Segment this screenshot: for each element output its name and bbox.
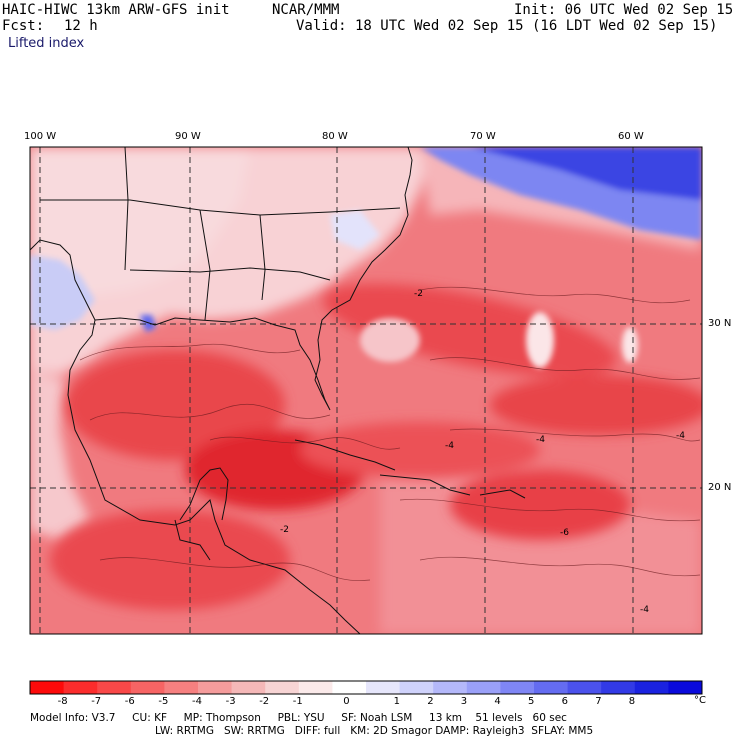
lon-label: 60 W bbox=[618, 131, 644, 142]
colorbar-tick-label: -2 bbox=[259, 696, 270, 707]
colorbar-swatch bbox=[265, 681, 300, 694]
colorbar-tick-label: 8 bbox=[628, 696, 636, 707]
contour-label: -4 bbox=[676, 431, 685, 441]
colorbar-tick-label: 2 bbox=[427, 696, 434, 707]
colorbar-swatch bbox=[63, 681, 98, 694]
contour-label: -6 bbox=[560, 528, 569, 538]
colorbar-swatch bbox=[466, 681, 501, 694]
colorbar-swatch bbox=[30, 681, 65, 694]
colorbar-tick-label: 7 bbox=[595, 696, 602, 707]
model-title: HAIC-HIWC 13km ARW-GFS init bbox=[2, 2, 230, 18]
colorbar-swatch bbox=[601, 681, 636, 694]
lat-label: 30 N bbox=[708, 318, 732, 329]
colorbar-swatch bbox=[534, 681, 569, 694]
colorbar-swatch bbox=[164, 681, 199, 694]
contour-label: -4 bbox=[445, 441, 454, 451]
forecast-label: Fcst: bbox=[2, 18, 45, 34]
lon-label: 80 W bbox=[322, 131, 348, 142]
colorbar-tick-label: -8 bbox=[57, 696, 68, 707]
colorbar-tick-label: -7 bbox=[91, 696, 102, 707]
colorbar-swatch bbox=[332, 681, 367, 694]
contour-label: -4 bbox=[640, 605, 649, 615]
colorbar-tick-label: 5 bbox=[528, 696, 535, 707]
colorbar-swatch bbox=[97, 681, 132, 694]
lat-label: 20 N bbox=[708, 482, 732, 493]
colorbar-swatch bbox=[634, 681, 669, 694]
colorbar-swatch bbox=[198, 681, 233, 694]
colorbar-unit: °C bbox=[694, 695, 706, 706]
colorbar-tick-label: -3 bbox=[225, 696, 236, 707]
model-info-line1: Model Info: V3.7 CU: KF MP: Thompson PBL… bbox=[30, 712, 567, 724]
contour-label: -2 bbox=[280, 525, 289, 535]
colorbar-tick-label: -4 bbox=[192, 696, 202, 707]
coastlines bbox=[30, 147, 526, 634]
colorbar-swatch bbox=[668, 681, 703, 694]
colorbar-tick-label: -5 bbox=[158, 696, 169, 707]
colorbar-swatch bbox=[500, 681, 535, 694]
forecast-hour: 12 h bbox=[64, 18, 98, 34]
model-info-line2: LW: RRTMG SW: RRTMG DIFF: full KM: 2D Sm… bbox=[155, 725, 594, 737]
colorbar-swatch bbox=[366, 681, 401, 694]
colorbar-swatch bbox=[399, 681, 434, 694]
lat-lon-grid bbox=[30, 147, 702, 634]
colorbar-tick-label: -1 bbox=[292, 696, 303, 707]
field-name: Lifted index bbox=[8, 36, 85, 51]
colorbar-swatch bbox=[231, 681, 266, 694]
colorbar-tick-label: 4 bbox=[494, 696, 501, 707]
colorbar-swatch bbox=[567, 681, 602, 694]
lon-label: 70 W bbox=[470, 131, 496, 142]
contour-label: -2 bbox=[414, 289, 423, 299]
colorbar-swatch bbox=[298, 681, 333, 694]
colorbar-tick-label: 3 bbox=[460, 696, 468, 707]
lon-label: 100 W bbox=[24, 131, 57, 142]
colorbar-tick-label: 1 bbox=[393, 696, 400, 707]
valid-time: Valid: 18 UTC Wed 02 Sep 15 (16 LDT Wed … bbox=[296, 18, 718, 34]
gulf-red-region bbox=[65, 350, 285, 460]
colorbar-swatch bbox=[433, 681, 468, 694]
init-time: Init: 06 UTC Wed 02 Sep 15 bbox=[514, 2, 734, 18]
organization-label: NCAR/MMM bbox=[272, 2, 340, 18]
colorbar-tick-label: -6 bbox=[124, 696, 135, 707]
colorbar-tick-label: 6 bbox=[561, 696, 568, 707]
contour-label: -4 bbox=[536, 435, 545, 445]
map-frame bbox=[29, 146, 703, 635]
colorbar-frame bbox=[29, 680, 703, 695]
colorbar-tick-label: 0 bbox=[343, 696, 350, 707]
lon-label: 90 W bbox=[175, 131, 201, 142]
colorbar-swatch bbox=[130, 681, 165, 694]
